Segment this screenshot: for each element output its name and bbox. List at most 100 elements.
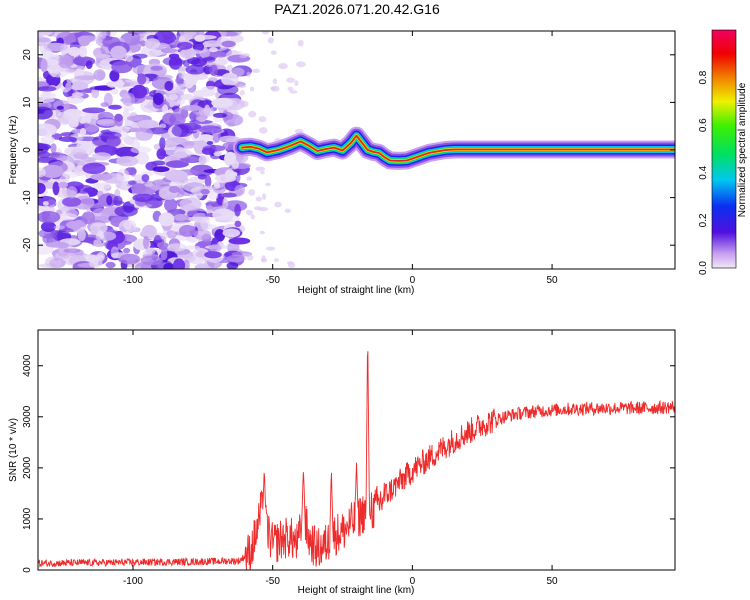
noise-blob — [116, 79, 124, 89]
noise-blob — [200, 188, 210, 195]
noise-blob — [234, 184, 245, 196]
noise-blob — [66, 95, 84, 104]
noise-blob — [221, 72, 239, 86]
x-tick-label: -100 — [123, 275, 143, 286]
noise-blob — [201, 147, 215, 155]
noise-blob — [39, 92, 57, 99]
y-tick-label: 3000 — [22, 405, 33, 428]
noise-blob — [179, 197, 202, 211]
noise-blob — [110, 246, 119, 259]
noise-blob — [93, 119, 114, 125]
noise-blob — [145, 247, 156, 255]
noise-blob — [209, 47, 218, 53]
noise-blob — [114, 188, 121, 198]
noise-blob — [150, 65, 163, 71]
noise-blob — [174, 214, 188, 221]
noise-blob — [187, 72, 198, 86]
noise-speckle — [287, 86, 294, 91]
noise-blob — [44, 256, 62, 269]
colorbar-tick-label: 0.6 — [698, 118, 709, 132]
noise-speckle — [248, 110, 257, 118]
noise-blob — [126, 115, 143, 122]
noise-blob — [162, 56, 183, 66]
noise-blob — [67, 46, 81, 57]
noise-blob — [110, 45, 127, 60]
y-tick-label: 0 — [22, 567, 33, 573]
spectrogram-plot-area — [38, 31, 675, 269]
noise-blob — [224, 151, 237, 165]
noise-blob — [108, 125, 133, 133]
noise-speckle — [284, 208, 291, 214]
noise-blob — [143, 235, 150, 250]
noise-blob — [208, 77, 218, 82]
y-tick-label: 4000 — [22, 354, 33, 377]
noise-blob — [151, 179, 172, 187]
noise-blob — [62, 109, 81, 121]
noise-blob — [209, 244, 222, 252]
noise-blob — [156, 242, 169, 249]
noise-blob — [150, 185, 163, 191]
noise-blob — [131, 136, 152, 141]
noise-blob — [88, 257, 103, 268]
noise-blob — [65, 68, 75, 73]
noise-blob — [38, 167, 46, 178]
noise-blob — [173, 151, 188, 159]
noise-speckle — [255, 196, 262, 202]
noise-blob — [132, 53, 148, 59]
noise-blob — [193, 229, 212, 240]
noise-blob — [170, 83, 187, 88]
noise-blob — [45, 199, 57, 208]
noise-blob — [38, 123, 57, 137]
x-tick-label: -50 — [265, 275, 280, 286]
noise-blob — [219, 135, 240, 142]
noise-blob — [226, 64, 233, 73]
noise-blob — [200, 217, 211, 231]
signal-track — [233, 126, 675, 170]
noise-blob — [66, 78, 82, 84]
noise-blob — [127, 180, 137, 185]
noise-blob — [71, 148, 87, 156]
noise-blob — [93, 239, 102, 247]
noise-blob — [49, 151, 64, 159]
noise-speckle — [262, 31, 269, 35]
noise-blob — [211, 97, 234, 108]
noise-blob — [208, 191, 219, 201]
noise-blob — [110, 88, 119, 95]
noise-blob — [171, 124, 190, 137]
noise-blob — [125, 50, 134, 62]
noise-blob — [68, 81, 89, 91]
noise-blob — [63, 248, 81, 253]
noise-blob — [116, 168, 130, 182]
y-tick-label: -20 — [22, 238, 33, 253]
y-tick-label: 20 — [22, 49, 33, 61]
noise-blob — [73, 184, 94, 194]
noise-blob — [166, 230, 178, 239]
noise-blob — [221, 40, 236, 48]
noise-blob — [41, 164, 64, 178]
noise-blob — [131, 183, 147, 194]
spectrogram-x-axis-label: Height of straight line (km) — [298, 285, 415, 296]
noise-speckle — [296, 61, 306, 68]
noise-blob — [141, 224, 157, 239]
noise-blob — [209, 64, 219, 76]
noise-blob — [180, 93, 194, 100]
noise-blob — [38, 31, 54, 35]
noise-blob — [58, 54, 73, 69]
noise-blob — [131, 84, 147, 99]
noise-blob — [177, 41, 193, 50]
noise-speckle — [253, 206, 262, 211]
noise-speckle — [270, 50, 277, 55]
noise-blob — [158, 212, 175, 227]
noise-speckle — [246, 71, 251, 78]
noise-blob — [220, 31, 242, 37]
noise-blob — [206, 204, 214, 214]
noise-blob — [109, 69, 120, 82]
noise-blob — [106, 195, 113, 206]
noise-blob — [179, 31, 197, 38]
noise-blob — [194, 263, 210, 269]
noise-blob — [206, 141, 214, 145]
noise-blob — [159, 137, 166, 150]
noise-blob — [228, 237, 251, 245]
figure-title: PAZ1.2026.071.20.42.G16 — [274, 1, 440, 17]
